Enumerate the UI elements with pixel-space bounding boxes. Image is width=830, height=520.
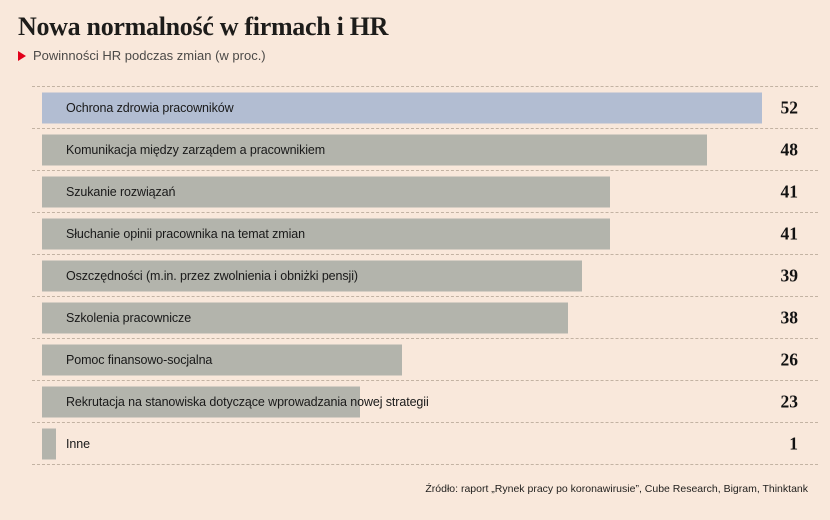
bar-label: Komunikacja między zarządem a pracowniki… (66, 142, 326, 157)
bar-row: Ochrona zdrowia pracowników 52 (32, 87, 818, 129)
bar-row: Pomoc finansowo-socjalna 26 (32, 339, 818, 381)
bar (42, 302, 568, 333)
bar-row: Szukanie rozwiązań 41 (32, 171, 818, 213)
bar-value: 48 (780, 139, 799, 159)
bar-label: Szukanie rozwiązań (66, 184, 176, 199)
bar (42, 134, 707, 165)
bar-value: 23 (780, 391, 799, 411)
chart-subtitle: Powinności HR podczas zmian (w proc.) (18, 48, 266, 63)
bar-value: 41 (780, 223, 799, 243)
bar-value: 26 (780, 349, 799, 369)
source-note: Źródło: raport „Rynek pracy po koronawir… (425, 483, 808, 495)
bar (42, 428, 56, 459)
bar-value: 39 (780, 265, 799, 285)
bar-row: Szkolenia pracownicze 38 (32, 297, 818, 339)
red-triangle-icon (18, 50, 26, 61)
bar-row: Komunikacja między zarządem a pracowniki… (32, 129, 818, 171)
bar-label: Inne (66, 436, 90, 451)
subtitle-text: Powinności HR podczas zmian (w proc.) (33, 48, 266, 63)
bar-row: Oszczędności (m.in. przez zwolnienia i o… (32, 255, 818, 297)
bar-row: Słuchanie opinii pracownika na temat zmi… (32, 213, 818, 255)
bar (42, 344, 402, 375)
bar (42, 386, 360, 417)
bar-label: Słuchanie opinii pracownika na temat zmi… (66, 226, 305, 241)
bar-label: Oszczędności (m.in. przez zwolnienia i o… (66, 268, 358, 283)
bar (42, 92, 762, 123)
bar-chart: Ochrona zdrowia pracowników 52 Komunikac… (32, 86, 818, 465)
bar-label: Rekrutacja na stanowiska dotyczące wprow… (66, 394, 429, 409)
bar (42, 218, 610, 249)
page-title: Nowa normalność w firmach i HR (18, 12, 389, 41)
bar-value: 38 (780, 307, 799, 327)
bar-value: 1 (789, 433, 798, 453)
bar-value: 52 (780, 97, 799, 117)
bar-row: Rekrutacja na stanowiska dotyczące wprow… (32, 381, 818, 423)
bar-label: Ochrona zdrowia pracowników (66, 100, 234, 115)
bar-value: 41 (780, 181, 799, 201)
bar-label: Pomoc finansowo-socjalna (66, 352, 213, 367)
bar-label: Szkolenia pracownicze (66, 310, 192, 325)
bar-row: Inne 1 (32, 423, 818, 465)
bar (42, 260, 582, 291)
bar (42, 176, 610, 207)
